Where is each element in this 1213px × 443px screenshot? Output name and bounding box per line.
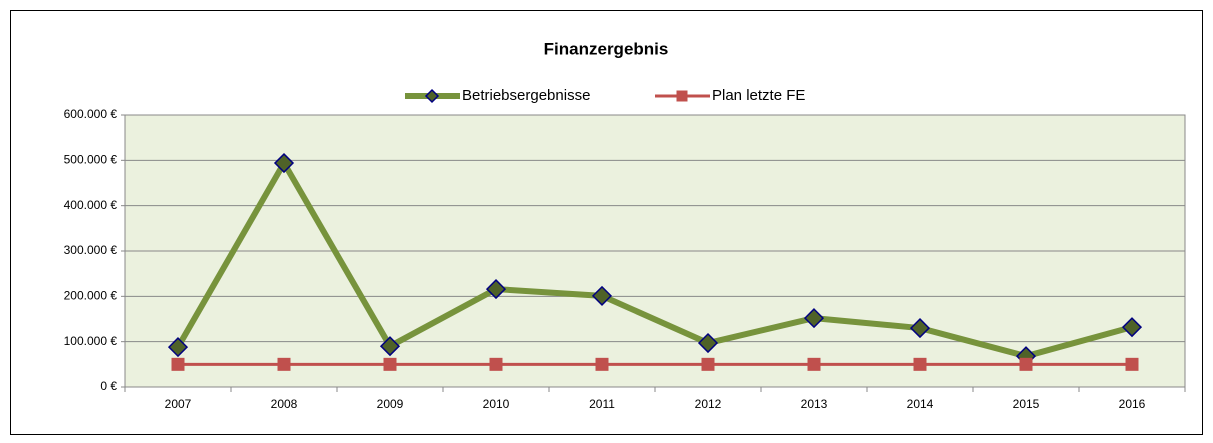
series-line: [175, 160, 1133, 360]
marker: [485, 279, 507, 300]
marker: [591, 285, 613, 306]
marker: [1125, 357, 1139, 371]
marker: [913, 357, 927, 371]
chart-title: Finanzergebnis: [544, 39, 669, 58]
y-tick-label: 500.000 €: [64, 153, 118, 167]
y-tick-label: 100.000 €: [64, 334, 118, 348]
marker: [167, 337, 189, 358]
x-tick-label: 2010: [483, 397, 510, 411]
x-tick-label: 2013: [801, 397, 828, 411]
y-tick-label: 400.000 €: [64, 198, 118, 212]
marker: [697, 332, 719, 354]
marker: [489, 357, 503, 371]
y-tick-label: 200.000 €: [64, 289, 118, 303]
marker: [171, 357, 185, 371]
marker: [701, 357, 715, 371]
x-tick-label: 2009: [377, 397, 404, 411]
marker: [909, 318, 931, 339]
x-tick-label: 2011: [589, 397, 615, 411]
marker: [803, 308, 825, 329]
x-tick-label: 2007: [165, 397, 192, 411]
legend-label: Betriebsergebnisse: [462, 87, 590, 104]
x-tick-label: 2015: [1013, 397, 1040, 411]
marker: [273, 152, 295, 174]
x-tick-label: 2014: [907, 397, 934, 411]
y-tick-label: 300.000 €: [64, 243, 118, 257]
y-tick-label: 600.000 €: [64, 107, 118, 121]
x-tick-label: 2016: [1119, 397, 1146, 411]
x-tick-label: 2012: [695, 397, 722, 411]
x-tick-label: 2008: [271, 397, 298, 411]
legend-label: Plan letzte FE: [712, 87, 805, 104]
marker: [424, 88, 440, 104]
marker: [1121, 317, 1143, 338]
marker: [807, 357, 821, 371]
y-tick-label: 0 €: [100, 379, 117, 393]
marker: [1019, 357, 1033, 371]
marker: [277, 357, 291, 371]
marker: [379, 336, 401, 357]
marker: [676, 90, 688, 102]
marker: [595, 357, 609, 371]
marker: [383, 357, 397, 371]
